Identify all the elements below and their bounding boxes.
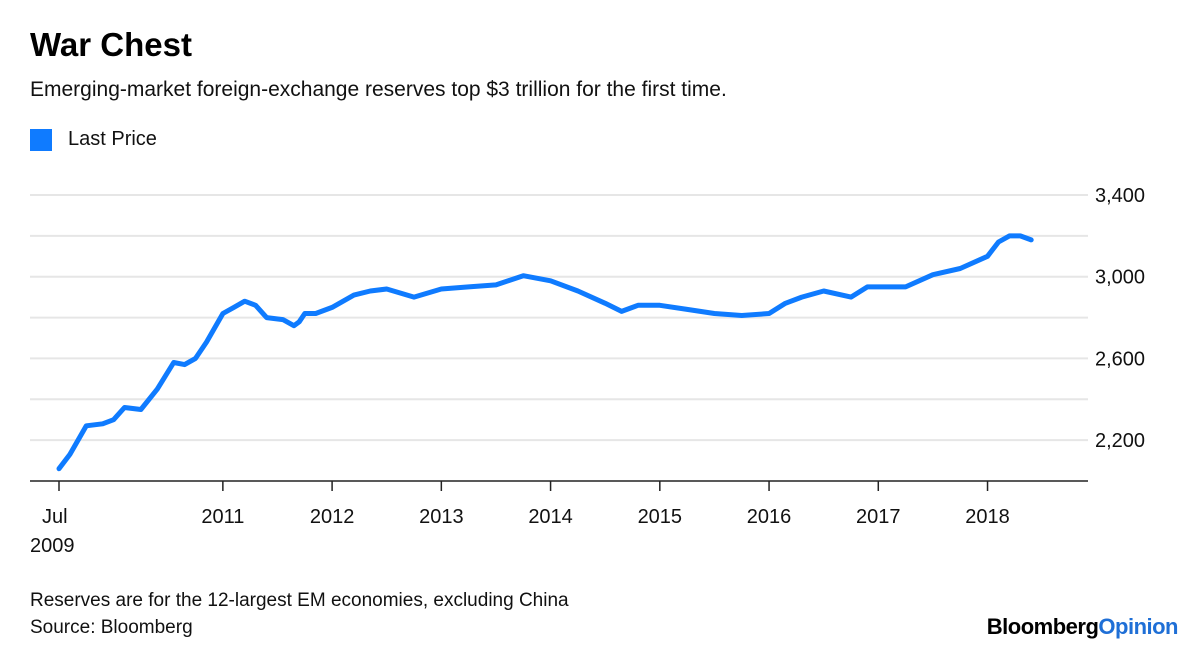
legend-swatch	[30, 128, 52, 151]
y-tick-label: 3,400	[1095, 185, 1145, 207]
y-tick-label: 2,600	[1095, 348, 1145, 370]
brand-accent: Opinion	[1098, 614, 1178, 639]
x-tick-label: 2016	[747, 506, 792, 528]
x-tick-label: Jul	[42, 506, 68, 528]
x-tick-label: 2012	[310, 506, 355, 528]
chart-title: War Chest	[30, 26, 192, 63]
y-tick-label: 3,000	[1095, 267, 1145, 289]
x-tick-label: 2014	[528, 506, 573, 528]
x-tick-sublabel: 2009	[30, 535, 75, 557]
source-note: Source: Bloomberg	[30, 617, 193, 638]
y-tick-label: 2,200	[1095, 430, 1145, 452]
x-tick-label: 2017	[856, 506, 901, 528]
legend-label: Last Price	[68, 128, 157, 150]
x-tick-label: 2011	[201, 506, 244, 528]
footnote: Reserves are for the 12-largest EM econo…	[30, 590, 569, 611]
x-tick-label: 2018	[965, 506, 1010, 528]
x-tick-label: 2013	[419, 506, 464, 528]
brand-name: Bloomberg	[986, 614, 1099, 639]
brand-logo: BloombergOpinion	[986, 614, 1179, 640]
x-tick-label: 2015	[638, 506, 683, 528]
chart-subtitle: Emerging-market foreign-exchange reserve…	[30, 78, 727, 101]
legend: Last Price	[30, 128, 157, 151]
series-line-last-price	[56, 233, 1034, 472]
